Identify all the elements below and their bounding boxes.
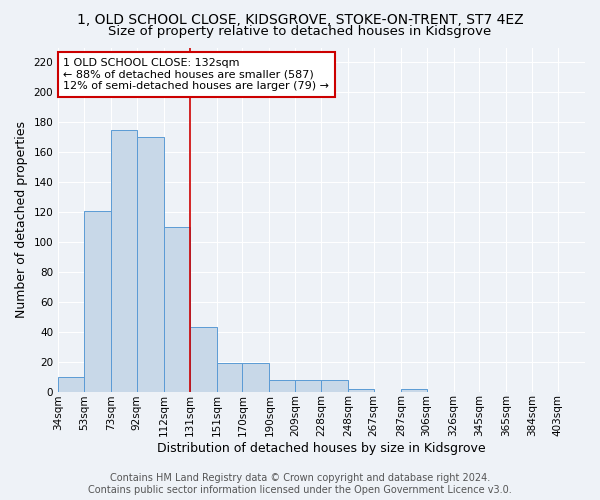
Text: 1 OLD SCHOOL CLOSE: 132sqm
← 88% of detached houses are smaller (587)
12% of sem: 1 OLD SCHOOL CLOSE: 132sqm ← 88% of deta… <box>64 58 329 91</box>
Bar <box>295 380 321 392</box>
Bar <box>84 210 111 392</box>
Bar <box>242 363 269 392</box>
Y-axis label: Number of detached properties: Number of detached properties <box>15 121 28 318</box>
Bar <box>190 327 217 392</box>
Bar <box>348 388 374 392</box>
Text: Size of property relative to detached houses in Kidsgrove: Size of property relative to detached ho… <box>109 25 491 38</box>
Bar <box>217 363 242 392</box>
Text: 1, OLD SCHOOL CLOSE, KIDSGROVE, STOKE-ON-TRENT, ST7 4EZ: 1, OLD SCHOOL CLOSE, KIDSGROVE, STOKE-ON… <box>77 12 523 26</box>
Bar <box>321 380 348 392</box>
Bar <box>58 376 84 392</box>
Bar <box>111 130 137 392</box>
Bar <box>585 388 600 392</box>
Bar <box>401 388 427 392</box>
Bar <box>137 137 164 392</box>
X-axis label: Distribution of detached houses by size in Kidsgrove: Distribution of detached houses by size … <box>157 442 486 455</box>
Bar <box>269 380 295 392</box>
Text: Contains HM Land Registry data © Crown copyright and database right 2024.
Contai: Contains HM Land Registry data © Crown c… <box>88 474 512 495</box>
Bar <box>164 227 190 392</box>
